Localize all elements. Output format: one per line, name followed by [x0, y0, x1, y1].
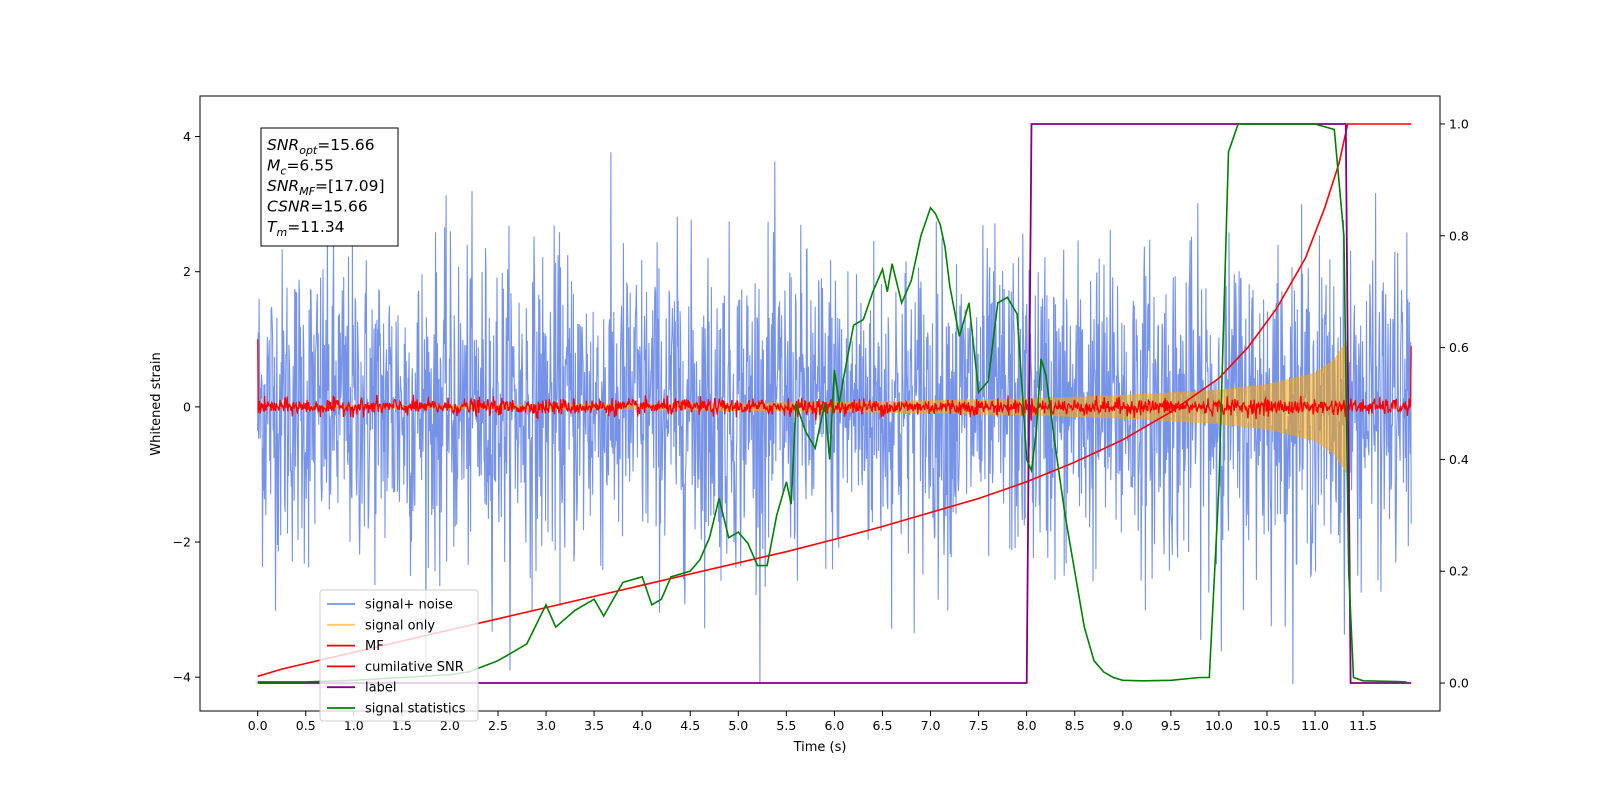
legend-entry: cumilative SNR: [365, 660, 464, 675]
y-left-tick-label: 0: [183, 399, 191, 414]
x-tick-label: 7.5: [969, 718, 989, 733]
info-line: Tm=11.34: [267, 218, 345, 239]
x-tick-label: 5.0: [728, 718, 748, 733]
y-left-tick-label: −2: [173, 535, 191, 550]
x-tick-label: 0.0: [248, 718, 268, 733]
legend-entry: signal statistics: [365, 702, 466, 717]
y-right-tick-label: 1.0: [1449, 116, 1469, 131]
series-signal-statistics: [257, 123, 1407, 683]
legend-entry: signal+ noise: [365, 598, 453, 613]
x-tick-label: 7.0: [921, 718, 941, 733]
y-left-tick-label: −4: [173, 670, 191, 685]
x-tick-label: 0.5: [296, 718, 316, 733]
info-line: Mc=6.55: [267, 157, 334, 178]
x-tick-label: 4.0: [632, 718, 652, 733]
x-tick-label: 9.0: [1113, 718, 1133, 733]
x-tick-label: 4.5: [680, 718, 700, 733]
x-tick-label: 6.5: [873, 718, 893, 733]
legend-entry: MF: [365, 639, 384, 654]
x-tick-label: 2.5: [488, 718, 508, 733]
x-tick-label: 10.0: [1205, 718, 1233, 733]
y-left-tick-label: 4: [183, 129, 191, 144]
series-label: [257, 123, 1412, 684]
y-left-tick-label: 2: [183, 264, 191, 279]
legend-entry: signal only: [365, 618, 435, 633]
x-axis-label: Time (s): [793, 740, 847, 755]
legend-frame: [319, 589, 479, 722]
x-tick-label: 11.0: [1301, 718, 1329, 733]
y-right-tick-label: 0.4: [1449, 452, 1469, 467]
y-right-tick-label: 0.8: [1449, 228, 1469, 243]
info-box-frame: [260, 127, 399, 247]
x-tick-label: 1.5: [392, 718, 412, 733]
x-tick-label: 5.5: [776, 718, 796, 733]
x-tick-label: 2.0: [440, 718, 460, 733]
series-mf: [257, 339, 1412, 421]
x-axis: 0.0 0.5 1.0 1.5 2.0 2.5 3.0 3.5 4.0 4.5 5.0 5.5 6.0 6…: [248, 711, 1377, 733]
plot-frame: [199, 95, 1441, 712]
plot-area: [257, 123, 1412, 685]
info-box: SNRopt=15.66Mc=6.55SNRMF=[17.09]CSNR=15.…: [260, 127, 399, 247]
y-right-tick-label: 0.0: [1449, 676, 1469, 691]
info-line: SNRopt=15.66: [267, 136, 375, 157]
x-tick-label: 8.0: [1017, 718, 1037, 733]
legend-entry: label: [365, 681, 396, 696]
left-y-axis: 4 2 0 −2 −4: [173, 129, 200, 685]
info-line: CSNR=15.66: [267, 198, 368, 216]
x-tick-label: 8.5: [1065, 718, 1085, 733]
x-tick-label: 6.0: [824, 718, 844, 733]
series-signal-noise: [257, 152, 1412, 685]
x-tick-label: 1.0: [344, 718, 364, 733]
x-tick-label: 3.0: [536, 718, 556, 733]
right-y-axis: 1.0 0.8 0.6 0.4 0.2 0.0: [1440, 116, 1469, 691]
y-right-tick-label: 0.2: [1449, 564, 1469, 579]
legend: signal+ noise signal only MF cumilative SNR…: [319, 589, 479, 722]
y-axis-label: Whitened strain: [149, 352, 164, 455]
x-tick-label: 3.5: [584, 718, 604, 733]
x-tick-label: 11.5: [1349, 718, 1377, 733]
x-tick-label: 10.5: [1253, 718, 1281, 733]
info-line: SNRMF=[17.09]: [267, 177, 385, 198]
y-right-tick-label: 0.6: [1449, 340, 1469, 355]
x-tick-label: 9.5: [1161, 718, 1181, 733]
